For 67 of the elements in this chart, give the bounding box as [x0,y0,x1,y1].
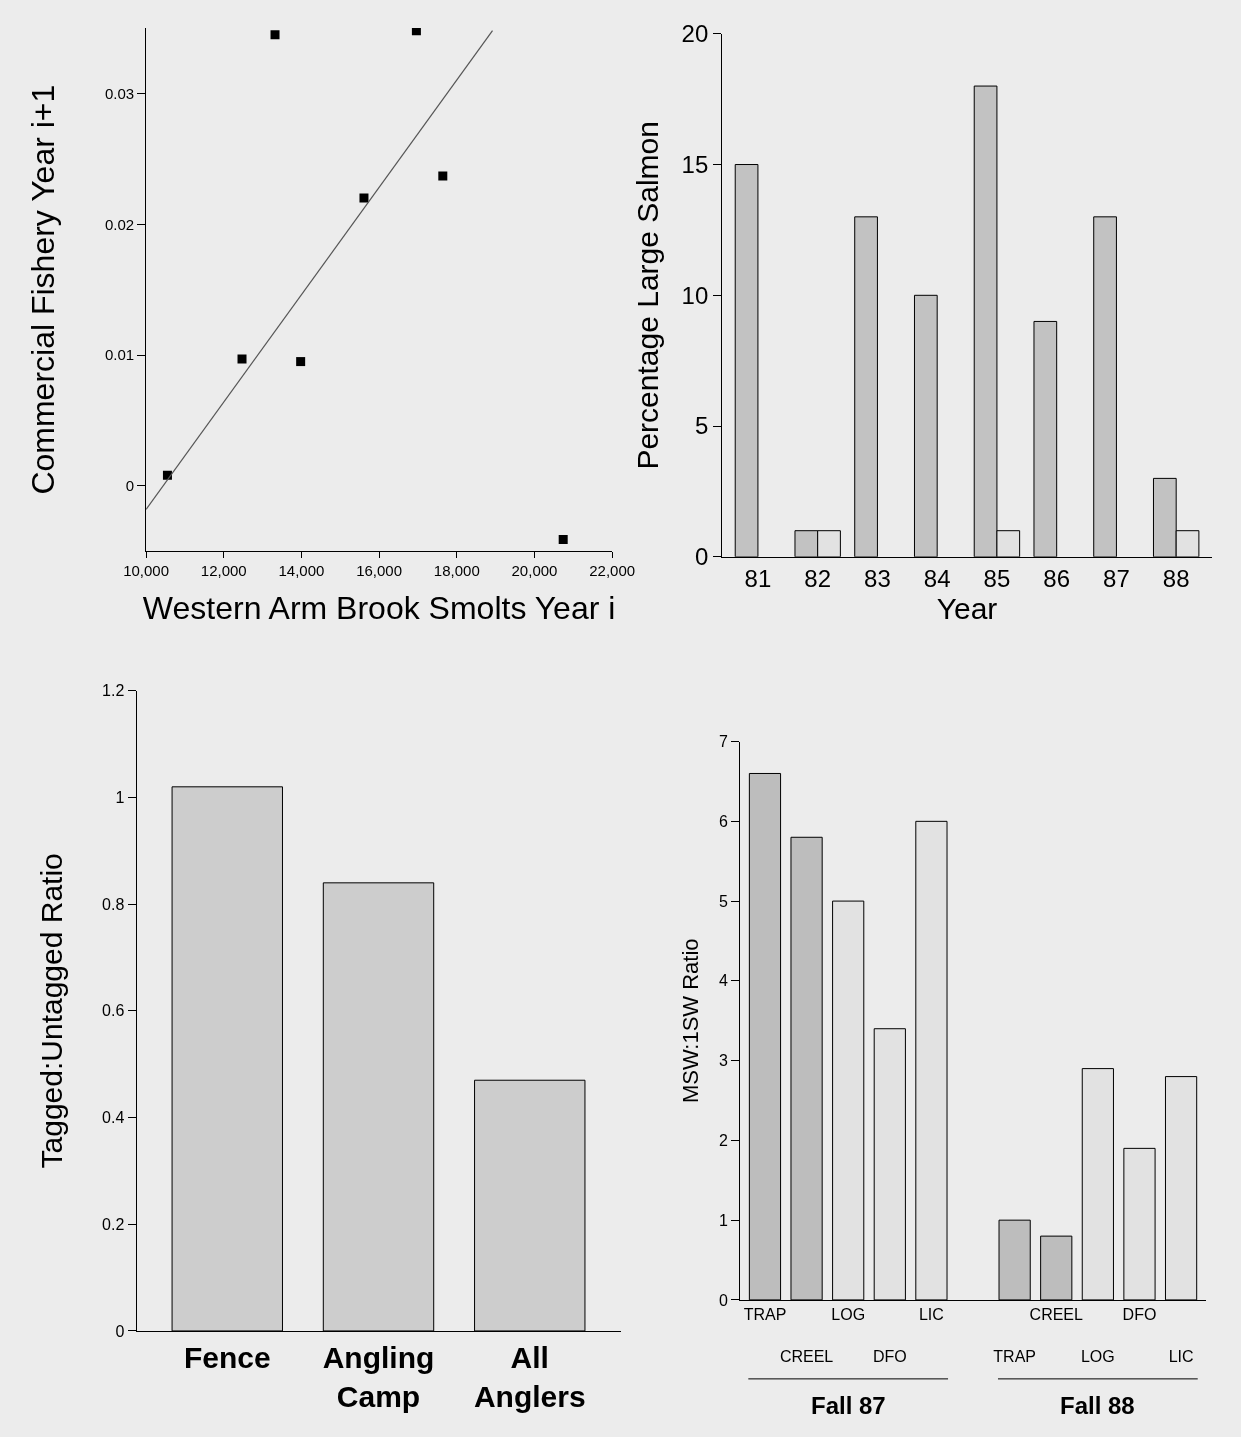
x-tick-label: DFO [1122,1306,1157,1324]
point [237,354,247,364]
x-tick-label: Angling Camp [322,1340,435,1413]
y-tick-label: 0 [718,1291,728,1309]
y-tick-label: 6 [718,812,728,830]
y-tick-label: 1 [718,1211,728,1229]
point [359,193,369,203]
y-tick-label: 0.6 [102,1002,125,1020]
x-tick-label: LOG [831,1306,866,1324]
y-tick-label: 0.01 [104,346,135,364]
y-tick-label: 7 [718,733,728,751]
x-tick-label: TRAP [743,1306,787,1324]
x-tick-label: CREEL [1029,1306,1084,1324]
y-tick-label: 0.02 [104,215,135,233]
y-tick-label: 0.03 [104,84,135,102]
x-tick-label: 16,000 [356,562,403,580]
y-tick-label: 10 [681,281,709,309]
y-tick-label: 0.4 [102,1109,125,1127]
x-tick-label: 82 [804,564,832,592]
y-tick-label: 20 [681,20,709,48]
y-tick-label: 0.2 [102,1215,125,1233]
y-tick-label: 4 [718,972,728,990]
text: Fall 88 [1060,1392,1135,1419]
x-tick-label: LIC [1168,1347,1194,1365]
x-tick-label: 83 [864,564,891,592]
x-tick-label: 81 [744,564,772,592]
y-tick-label: 0 [125,477,135,495]
x-tick-label: 87 [1103,564,1130,592]
text: Fall 87 [811,1392,886,1419]
point [558,534,568,544]
x-axis-title: Year [936,591,998,625]
x-tick-label: Fence [183,1340,271,1374]
y-tick-label: 1.2 [102,682,125,700]
point [438,171,448,181]
x-tick-label: 20,000 [511,562,558,580]
x-tick-label: 22,000 [589,562,636,580]
x-tick-label: All Anglers [473,1340,586,1413]
x-tick-label: DFO [872,1347,907,1365]
x-axis-title: Western Arm Brook Smolts Year i [142,590,616,627]
y-tick-label: 15 [681,150,709,178]
point [296,357,306,367]
x-tick-label: 18,000 [433,562,480,580]
x-tick-label: 86 [1043,564,1071,592]
x-tick-label: 85 [983,564,1011,592]
y-tick-label: 0.8 [102,895,125,913]
x-tick-label: 12,000 [200,562,247,580]
x-tick-label: 14,000 [278,562,325,580]
y-tick-label: 0 [115,1322,125,1340]
y-tick-label: 0 [694,543,709,571]
y-tick-label: 2 [718,1131,728,1149]
y-tick-label: 1 [115,789,125,807]
y-axis-title: Percentage Large Salmon [630,121,664,470]
y-axis-title: Tagged:Untagged Ratio [35,853,69,1169]
point [270,30,280,40]
x-tick-label: CREEL [779,1347,834,1365]
x-tick-label: 88 [1162,564,1190,592]
y-tick-label: 5 [694,412,709,440]
point [411,28,421,36]
y-tick-label: 3 [718,1052,728,1070]
x-tick-label: LOG [1080,1347,1115,1365]
x-tick-label: 10,000 [123,562,170,580]
x-tick-label: TRAP [993,1347,1036,1365]
x-tick-label: 84 [923,564,951,592]
y-axis-title: MSW:1SW Ratio [677,938,703,1104]
y-axis-title: Commercial Fishery Year i+1 [25,84,62,495]
y-tick-label: 5 [718,892,728,910]
x-tick-label: LIC [918,1306,944,1324]
